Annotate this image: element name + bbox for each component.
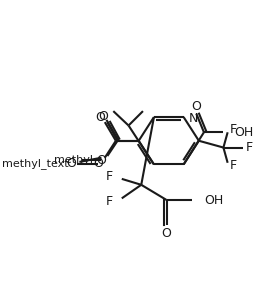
Text: O: O [96,110,106,124]
Text: F: F [230,123,237,136]
Text: methyl: methyl [0,289,1,290]
Text: O: O [98,110,108,123]
Text: N: N [189,112,198,125]
Text: O: O [96,154,106,167]
Text: methyl: methyl [54,155,93,165]
Text: OH: OH [234,126,254,139]
Text: O: O [66,157,76,170]
Text: O: O [191,100,201,113]
Text: OH: OH [204,193,223,206]
Text: methyl: methyl [0,289,1,290]
Text: methyl_text: methyl_text [2,158,68,169]
Text: F: F [106,195,113,208]
Text: F: F [245,141,252,154]
Text: O: O [93,157,103,170]
Text: O: O [162,227,172,240]
Text: F: F [106,170,113,183]
Text: F: F [230,159,237,172]
